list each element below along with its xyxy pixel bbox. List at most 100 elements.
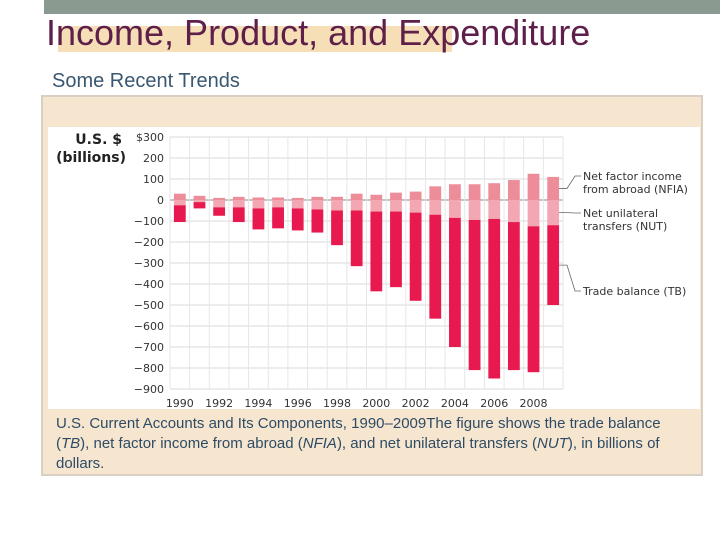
y-tick-label: −600: [134, 320, 164, 333]
figure-caption: U.S. Current Accounts and Its Components…: [56, 414, 696, 474]
bar-tb: [507, 222, 520, 371]
x-tick-label: 2000: [362, 397, 390, 409]
bar-tb: [193, 202, 206, 209]
bar-nut: [291, 200, 304, 209]
bar-nut: [193, 200, 206, 203]
bar-nfia: [370, 194, 383, 200]
bar-nfia: [488, 183, 501, 200]
bar-nfia: [173, 193, 186, 200]
bar-nfia: [331, 196, 343, 200]
bar-nfia: [429, 186, 442, 200]
caption-text-4: ), in billions of dollars.: [56, 435, 660, 472]
x-tick-label: 2008: [520, 397, 548, 409]
bar-nfia: [291, 197, 304, 200]
y-tick-label: −300: [134, 257, 164, 270]
x-tick-label: 1992: [205, 397, 233, 409]
bar-tb: [291, 208, 304, 231]
bar-nfia: [527, 173, 540, 200]
bar-nut: [449, 200, 461, 218]
bar-tb: [350, 210, 363, 267]
bar-tb: [488, 218, 501, 379]
y-tick-label: −500: [134, 299, 164, 312]
bar-tb: [311, 209, 324, 233]
y-tick-label: −700: [134, 341, 164, 354]
bar-nut: [390, 200, 402, 212]
bar-nut: [173, 200, 186, 206]
bar-nfia: [311, 196, 324, 200]
caption-tb: TB: [61, 435, 81, 452]
legend-leader-line: [559, 264, 581, 292]
legend-label: Net factor income: [583, 170, 682, 183]
x-tick-label: 2004: [441, 397, 469, 409]
bar-tb: [331, 210, 343, 246]
legend-leader-line: [559, 175, 581, 189]
bar-nfia: [193, 195, 206, 200]
x-tick-label: 1990: [166, 397, 194, 409]
bar-tb: [213, 207, 226, 216]
bar-nfia: [409, 191, 422, 200]
bar-tb: [252, 208, 265, 230]
y-tick-label: −400: [134, 278, 164, 291]
caption-text-2: ), net factor income from abroad (: [80, 435, 303, 452]
y-tick-labels: $300 200 100 0 −100 −200 −300 −400 −500 −600 −700 −…: [134, 131, 164, 396]
bar-tb: [370, 211, 383, 292]
legend-label: Trade balance (TB): [582, 285, 686, 298]
bar-nut: [527, 200, 540, 227]
caption-lead: U.S. Current Accounts and Its Components…: [56, 415, 427, 432]
current-accounts-chart: U.S. $ (billions) $300 200 100 0 −100 −200 −30…: [56, 131, 688, 409]
bar-nfia: [468, 184, 481, 200]
caption-nfia: NFIA: [302, 435, 337, 452]
bar-tb: [232, 207, 245, 223]
y-tick-label: 100: [143, 173, 164, 186]
bar-nut: [409, 200, 422, 213]
top-accent-bar: [0, 0, 720, 14]
bar-nfia: [272, 197, 284, 200]
y-tick-label: −100: [134, 215, 164, 228]
y-tick-label: 0: [157, 194, 164, 207]
x-tick-labels: 1990 1992 1994 1996 1998 2000 2002 2004 2006 2008: [166, 397, 548, 409]
bar-tb: [272, 207, 284, 229]
bar-nut: [272, 200, 284, 208]
gridlines: [169, 136, 564, 390]
x-tick-label: 1994: [244, 397, 272, 409]
title-highlight: [58, 26, 452, 52]
x-tick-label: 2002: [402, 397, 430, 409]
bar-tb: [173, 205, 186, 223]
bar-nut: [311, 200, 324, 210]
bar-tb: [429, 214, 442, 319]
y-tick-label: $300: [136, 131, 164, 144]
legend-label: transfers (NUT): [583, 220, 667, 233]
y-tick-label: −200: [134, 236, 164, 249]
caption-nut: NUT: [537, 435, 568, 452]
y-tick-label: −800: [134, 362, 164, 375]
slide-subtitle: Some Recent Trends: [52, 70, 240, 92]
bar-nut: [370, 200, 383, 212]
bar-nut: [507, 200, 520, 223]
bar-tb: [409, 212, 422, 301]
bar-nfia: [507, 180, 520, 200]
y-tick-label: 200: [143, 152, 164, 165]
bar-nut: [488, 200, 501, 219]
y-axis-title-line1: U.S. $: [75, 132, 122, 148]
bar-nut: [213, 200, 226, 208]
x-tick-label: 1996: [284, 397, 312, 409]
x-tick-label: 1998: [323, 397, 351, 409]
top-accent-gap: [0, 0, 44, 14]
legend-label: Net unilateral: [583, 207, 658, 220]
x-tick-label: 2006: [480, 397, 508, 409]
bar-nfia: [547, 176, 560, 200]
bar-nut: [429, 200, 442, 215]
bar-nut: [252, 200, 265, 209]
slide-title: Income, Product, and Expenditure: [46, 12, 591, 53]
y-axis-title-line2: (billions): [56, 150, 126, 166]
bar-nfia: [350, 193, 363, 200]
bar-nfia: [252, 197, 265, 200]
legend-label: from abroad (NFIA): [583, 183, 688, 196]
bar-tb: [449, 217, 461, 347]
bar-tb: [390, 211, 402, 288]
bar-nut: [232, 200, 245, 208]
bar-tb: [547, 225, 560, 305]
bar-nut: [331, 200, 343, 211]
bar-tb: [527, 226, 540, 373]
